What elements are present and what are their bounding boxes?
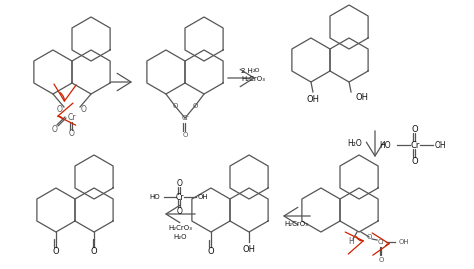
Text: O: O	[57, 105, 63, 115]
Text: HO: HO	[379, 140, 391, 150]
Text: 2 H: 2 H	[241, 68, 253, 74]
Text: O: O	[378, 257, 384, 263]
Text: O: O	[208, 247, 214, 257]
Text: Cr: Cr	[181, 115, 189, 121]
Text: OH: OH	[198, 194, 209, 200]
Text: Cr: Cr	[410, 140, 419, 150]
Text: O: O	[412, 157, 419, 165]
Text: O: O	[192, 103, 198, 109]
Text: O: O	[177, 207, 183, 215]
Text: Cr: Cr	[377, 239, 385, 245]
Text: OH: OH	[243, 245, 255, 253]
Text: H₂O: H₂O	[347, 140, 362, 148]
Text: H₂CrO₃: H₂CrO₃	[284, 221, 308, 227]
Text: O: O	[177, 179, 183, 187]
Text: HO: HO	[149, 194, 160, 200]
Text: O: O	[182, 132, 188, 138]
Text: H₂CrO₃: H₂CrO₃	[168, 225, 192, 231]
Text: O: O	[412, 125, 419, 133]
Text: O: O	[81, 105, 87, 115]
Text: OH: OH	[399, 239, 410, 245]
Text: Cr: Cr	[176, 193, 184, 201]
Text: ₂O: ₂O	[253, 68, 261, 73]
Text: Cr: Cr	[68, 114, 76, 122]
Text: O: O	[53, 247, 59, 257]
Text: O: O	[366, 234, 372, 240]
Text: OH: OH	[355, 93, 368, 101]
Text: OH: OH	[307, 94, 319, 104]
Text: O: O	[52, 126, 58, 134]
Text: O: O	[173, 103, 178, 109]
Text: O: O	[69, 129, 75, 139]
Text: H: H	[348, 238, 354, 246]
Text: OH: OH	[435, 140, 447, 150]
Text: H₂O: H₂O	[173, 234, 187, 240]
Text: H₂CrO₃: H₂CrO₃	[241, 76, 265, 82]
Text: O: O	[91, 247, 97, 257]
